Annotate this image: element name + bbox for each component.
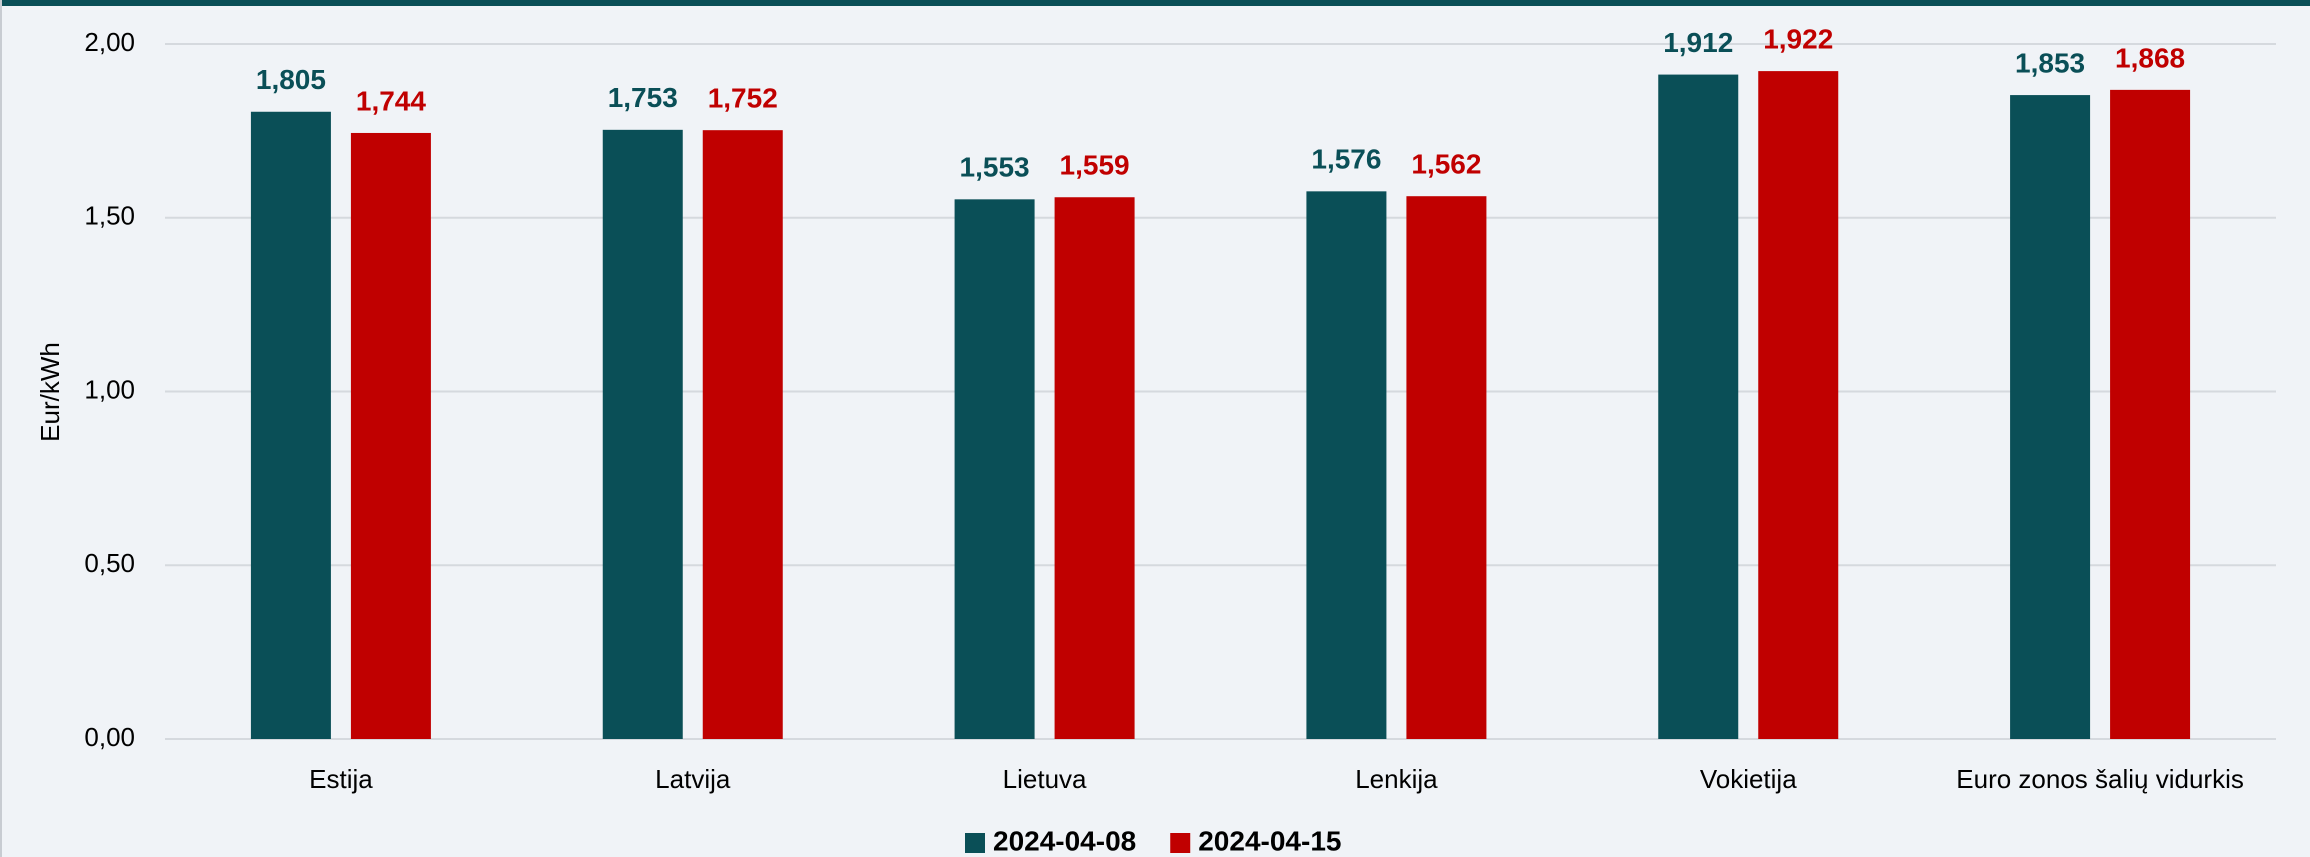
value-label: 1,576 [1311,144,1381,175]
value-label: 1,752 [708,83,778,114]
legend-label: 2024-04-15 [1198,825,1341,856]
bar [2010,95,2091,739]
bar [2110,89,2191,740]
value-label: 1,559 [1060,150,1130,181]
value-label: 1,868 [2115,42,2185,73]
value-label: 1,912 [1663,27,1733,58]
bar [1054,197,1135,739]
y-tick-label: 1,50 [84,201,135,231]
value-label: 1,553 [960,152,1030,183]
bar [1658,74,1739,739]
bar [602,129,683,739]
x-tick-label: Latvija [655,764,731,794]
value-label: 1,922 [1763,23,1833,54]
top-border [0,0,2310,6]
value-label: 1,853 [2015,47,2085,78]
legend-swatch [965,833,985,853]
y-tick-label: 0,00 [84,722,135,752]
value-label: 1,562 [1411,149,1481,180]
x-tick-label: Euro zonos šalių vidurkis [1956,764,2244,794]
value-label: 1,753 [608,82,678,113]
y-axis-label: Eur/kWh [35,342,65,442]
bar [350,132,431,739]
bar [250,111,331,739]
bar [1306,191,1387,740]
bar [1406,196,1487,739]
y-tick-label: 2,00 [84,27,135,57]
bar [702,130,783,739]
value-label: 1,805 [256,64,326,95]
bar [954,199,1035,739]
y-tick-label: 1,00 [84,374,135,404]
bar [1758,71,1839,740]
value-label: 1,744 [356,85,426,116]
y-tick-label: 0,50 [84,548,135,578]
legend-label: 2024-04-08 [993,825,1136,856]
x-tick-label: Lietuva [1003,764,1087,794]
x-tick-label: Vokietija [1700,764,1797,794]
x-tick-label: Estija [309,764,373,794]
x-tick-label: Lenkija [1355,764,1438,794]
legend-swatch [1170,833,1191,853]
